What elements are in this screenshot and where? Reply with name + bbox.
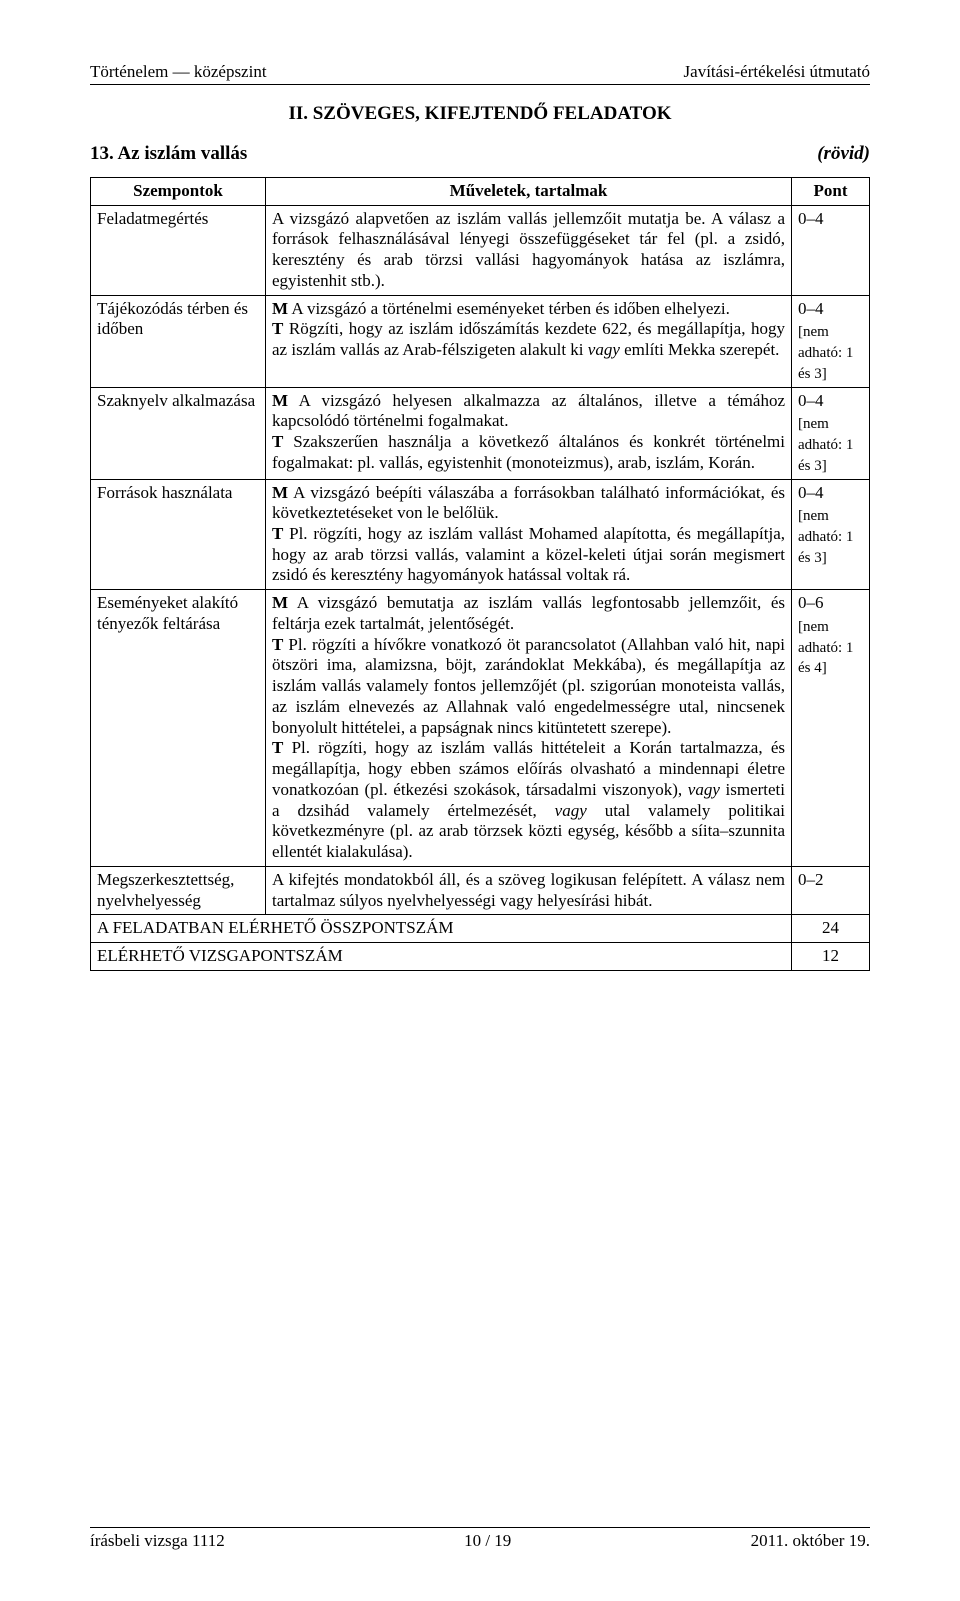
pont-range: 0–4 bbox=[798, 209, 863, 230]
rubric-mid-cell: M A vizsgázó a történelmi eseményeket té… bbox=[266, 295, 792, 387]
header-rule bbox=[90, 84, 870, 85]
summary-label: A FELADATBAN ELÉRHETŐ ÖSSZPONTSZÁM bbox=[91, 915, 792, 943]
rubric-mid-cell: M A vizsgázó bemutatja az iszlám vallás … bbox=[266, 590, 792, 867]
rubric-left-cell: Megszerkesztettség, nyelvhelyesség bbox=[91, 866, 266, 914]
footer-rule bbox=[90, 1527, 870, 1528]
rubric-row: Eseményeket alakító tényezők feltárásaM … bbox=[91, 590, 870, 867]
rubric-left-cell: Szaknyelv alkalmazása bbox=[91, 387, 266, 479]
head-pont: Pont bbox=[792, 178, 870, 206]
page: Történelem — középszint Javítási-értékel… bbox=[0, 0, 960, 1601]
pont-note: [nem adható: 1 és 3] bbox=[798, 508, 853, 565]
table-header-row: Szempontok Műveletek, tartalmak Pont bbox=[91, 178, 870, 206]
rubric-pont-cell: 0–4 bbox=[792, 205, 870, 295]
pont-range: 0–4 bbox=[798, 483, 863, 504]
rubric-summary-row: ELÉRHETŐ VIZSGAPONTSZÁM12 bbox=[91, 942, 870, 970]
header-left: Történelem — középszint bbox=[90, 62, 267, 82]
head-szempontok: Szempontok bbox=[91, 178, 266, 206]
pont-note: [nem adható: 1 és 3] bbox=[798, 324, 853, 381]
rubric-left-cell: Források használata bbox=[91, 479, 266, 590]
pont-note: [nem adható: 1 és 4] bbox=[798, 619, 853, 676]
header-row: Történelem — középszint Javítási-értékel… bbox=[90, 62, 870, 82]
head-muveletek: Műveletek, tartalmak bbox=[266, 178, 792, 206]
task-title: 13. Az iszlám vallás bbox=[90, 143, 247, 165]
summary-value: 24 bbox=[792, 915, 870, 943]
rubric-left-cell: Feladatmegértés bbox=[91, 205, 266, 295]
rubric-pont-cell: 0–6 [nem adható: 1 és 4] bbox=[792, 590, 870, 867]
footer-row: írásbeli vizsga 1112 10 / 19 2011. októb… bbox=[90, 1531, 870, 1551]
task-row: 13. Az iszlám vallás (rövid) bbox=[90, 143, 870, 165]
footer-center: 10 / 19 bbox=[464, 1531, 511, 1551]
rubric-pont-cell: 0–2 bbox=[792, 866, 870, 914]
rubric-mid-cell: A kifejtés mondatokból áll, és a szöveg … bbox=[266, 866, 792, 914]
rubric-row: Tájékozódás térben és időbenM A vizsgázó… bbox=[91, 295, 870, 387]
pont-range: 0–6 bbox=[798, 593, 863, 614]
summary-label: ELÉRHETŐ VIZSGAPONTSZÁM bbox=[91, 942, 792, 970]
rubric-mid-cell: M A vizsgázó helyesen alkalmazza az álta… bbox=[266, 387, 792, 479]
rubric-left-cell: Tájékozódás térben és időben bbox=[91, 295, 266, 387]
pont-range: 0–2 bbox=[798, 870, 863, 891]
rubric-left-cell: Eseményeket alakító tényezők feltárása bbox=[91, 590, 266, 867]
footer-left: írásbeli vizsga 1112 bbox=[90, 1531, 225, 1551]
rubric-row: Források használataM A vizsgázó beépíti … bbox=[91, 479, 870, 590]
pont-range: 0–4 bbox=[798, 299, 863, 320]
rubric-pont-cell: 0–4 [nem adható: 1 és 3] bbox=[792, 387, 870, 479]
rubric-summary-row: A FELADATBAN ELÉRHETŐ ÖSSZPONTSZÁM24 bbox=[91, 915, 870, 943]
rubric-table: Szempontok Műveletek, tartalmak Pont Fel… bbox=[90, 177, 870, 971]
rubric-row: Szaknyelv alkalmazásaM A vizsgázó helyes… bbox=[91, 387, 870, 479]
footer-right: 2011. október 19. bbox=[751, 1531, 870, 1551]
rubric-pont-cell: 0–4 [nem adható: 1 és 3] bbox=[792, 479, 870, 590]
rubric-mid-cell: M A vizsgázó beépíti válaszába a forráso… bbox=[266, 479, 792, 590]
rubric-row: FeladatmegértésA vizsgázó alapvetően az … bbox=[91, 205, 870, 295]
rubric-pont-cell: 0–4 [nem adható: 1 és 3] bbox=[792, 295, 870, 387]
pont-note: [nem adható: 1 és 3] bbox=[798, 416, 853, 473]
pont-range: 0–4 bbox=[798, 391, 863, 412]
summary-value: 12 bbox=[792, 942, 870, 970]
rubric-mid-cell: A vizsgázó alapvetően az iszlám vallás j… bbox=[266, 205, 792, 295]
rubric-row: Megszerkesztettség, nyelvhelyességA kife… bbox=[91, 866, 870, 914]
task-variant: (rövid) bbox=[817, 143, 870, 165]
footer: írásbeli vizsga 1112 10 / 19 2011. októb… bbox=[90, 1499, 870, 1551]
header-right: Javítási-értékelési útmutató bbox=[684, 62, 870, 82]
section-heading: II. SZÖVEGES, KIFEJTENDŐ FELADATOK bbox=[90, 103, 870, 125]
